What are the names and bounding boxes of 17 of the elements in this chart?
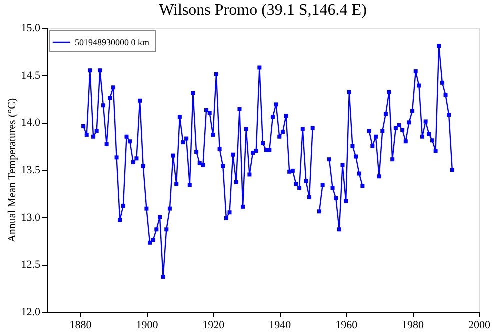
- y-tick-label: 13.0: [21, 212, 41, 224]
- x-tick-label: 1980: [402, 320, 425, 332]
- y-tick-label: 14.0: [21, 117, 41, 130]
- y-tick-label: 12.5: [21, 259, 41, 272]
- y-tick-label: 14.5: [21, 70, 41, 82]
- x-tick-label: 1920: [202, 320, 226, 332]
- y-axis-title: Annual Mean Temperatures (°C): [6, 98, 18, 243]
- x-tick-label: 1900: [136, 320, 159, 332]
- legend-label: 501948930000 0 km: [75, 38, 150, 48]
- y-tick-label: 13.5: [21, 164, 41, 176]
- x-tick-label: 1940: [269, 320, 292, 332]
- chart-title: Wilsons Promo (39.1 S,146.4 E): [159, 2, 367, 19]
- x-tick-label: 1960: [336, 320, 358, 332]
- x-tick-label: 2000: [468, 320, 491, 332]
- x-tick-label: 1880: [70, 320, 92, 332]
- y-tick-label: 15.0: [21, 22, 41, 34]
- y-tick-label: 12.0: [21, 306, 41, 318]
